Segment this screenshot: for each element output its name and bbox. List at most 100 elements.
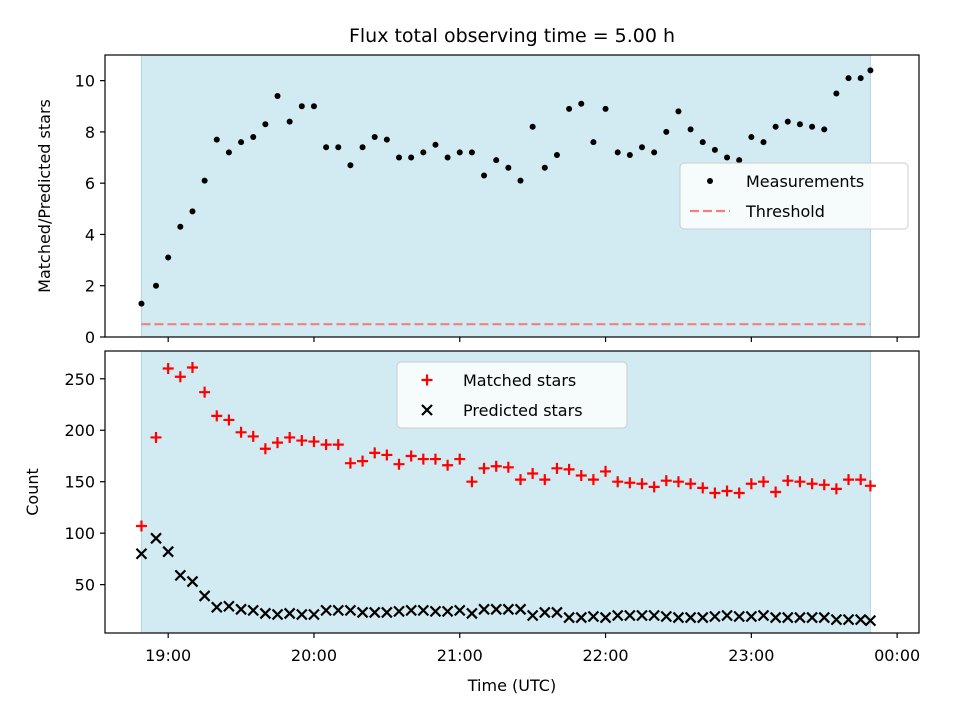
data-point (296, 435, 308, 447)
data-point (138, 300, 145, 307)
data-point (709, 610, 721, 623)
data-point (772, 123, 779, 130)
data-point (505, 164, 512, 171)
data-point (332, 604, 345, 617)
data-point (663, 128, 670, 135)
data-point (696, 611, 709, 624)
data-point (165, 254, 172, 261)
data-point (539, 474, 551, 486)
data-point (381, 606, 393, 619)
data-point (687, 126, 694, 133)
data-point (760, 139, 767, 146)
data-point (210, 601, 223, 614)
data-point (745, 610, 758, 623)
data-point (272, 437, 284, 449)
data-point (784, 118, 791, 125)
y-tick-label: 50 (75, 576, 95, 595)
y-tick-label: 8 (85, 123, 95, 142)
data-point (709, 487, 721, 499)
data-point (529, 123, 536, 130)
data-point (344, 457, 356, 469)
data-point (864, 480, 876, 492)
data-point (830, 613, 843, 626)
data-point (575, 470, 587, 482)
data-point (551, 606, 563, 619)
data-point (711, 146, 718, 153)
data-point (323, 144, 330, 151)
x-tick-label: 21:00 (437, 646, 483, 665)
x-tick-label: 22:00 (582, 646, 628, 665)
data-point (417, 453, 429, 465)
y-tick-label: 10 (75, 72, 95, 91)
data-point (733, 610, 745, 623)
data-point (551, 462, 563, 474)
data-point (854, 613, 867, 626)
data-point (833, 90, 840, 97)
data-point (135, 520, 147, 532)
data-point (468, 149, 475, 156)
data-point (393, 605, 405, 618)
data-point (599, 611, 612, 624)
legend-box (396, 361, 628, 429)
data-point (553, 151, 560, 158)
data-point (624, 477, 636, 489)
data-point (308, 436, 320, 448)
data-point (736, 157, 743, 164)
data-point (201, 177, 208, 184)
data-point (660, 475, 672, 487)
data-point (444, 154, 451, 161)
data-point (794, 611, 806, 624)
data-point (420, 149, 427, 156)
data-point (818, 479, 830, 491)
x-tick-label: 19:00 (145, 646, 191, 665)
data-point (150, 532, 162, 545)
axes-frame (104, 54, 920, 338)
series-predicted-stars (135, 532, 877, 627)
data-point (745, 478, 757, 490)
data-point (600, 465, 612, 477)
data-point (199, 386, 211, 398)
data-point (225, 149, 232, 156)
legend: Matched stars Predicted stars (396, 361, 628, 429)
chart-title: Flux total observing time = 5.00 h (349, 25, 675, 47)
data-point (636, 609, 648, 622)
data-point (135, 547, 148, 560)
data-point (466, 607, 478, 620)
y-tick-label: 4 (85, 225, 95, 244)
data-point (699, 139, 706, 146)
data-point (796, 121, 803, 128)
data-point (186, 361, 198, 373)
data-point (441, 605, 454, 618)
y-tick-label: 200 (64, 421, 95, 440)
data-point (223, 600, 235, 613)
data-point (675, 108, 682, 115)
data-point (502, 461, 514, 473)
data-point (453, 604, 466, 617)
data-point (563, 463, 575, 475)
data-point (612, 476, 624, 488)
data-point (672, 611, 685, 624)
data-point (162, 362, 174, 374)
data-point (490, 603, 502, 616)
data-point (408, 154, 415, 161)
y-tick-label: 0 (85, 328, 95, 347)
data-point (842, 613, 855, 626)
data-point (590, 139, 597, 146)
data-point (578, 100, 585, 107)
y-axis-label: Count (23, 468, 42, 516)
data-point (189, 208, 196, 215)
data-point (514, 603, 527, 616)
data-point (286, 118, 293, 125)
y-tick-label: 2 (85, 277, 95, 296)
data-point (563, 611, 575, 624)
data-point (198, 590, 211, 602)
data-point (238, 139, 245, 146)
data-point (809, 123, 816, 130)
data-point (429, 453, 441, 465)
data-point (724, 154, 731, 161)
data-point (515, 474, 527, 486)
data-point (782, 611, 794, 624)
data-point (672, 476, 684, 488)
data-point (624, 609, 636, 622)
